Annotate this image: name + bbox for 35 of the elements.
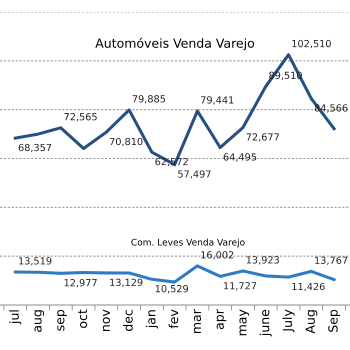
x-tick-label: jan — [146, 310, 158, 328]
x-tick-label: Aug — [306, 310, 318, 334]
data-label: 13,923 — [246, 256, 279, 265]
x-tick-label: Sep — [328, 310, 340, 332]
x-tick-label: fev — [168, 310, 178, 328]
data-label: 102,510 — [292, 40, 331, 48]
data-label: 72,677 — [246, 133, 279, 142]
x-tick-label: sep — [57, 310, 67, 331]
data-label: 11,727 — [224, 282, 256, 290]
text: Automóveis Venda Varejo — [95, 38, 254, 50]
data-label: 13,519 — [19, 257, 52, 266]
x-tick-label: may — [239, 310, 250, 336]
x-tick-label: mar — [194, 309, 202, 334]
x-tick-label: nov — [102, 310, 110, 331]
data-label: 57,497 — [178, 170, 211, 179]
x-tick-label: dec — [123, 310, 133, 331]
x-tick-label: june — [260, 310, 272, 336]
data-label: 13,767 — [315, 256, 348, 265]
x-tick-label: apr — [216, 309, 226, 330]
data-label: 12,977 — [64, 279, 97, 288]
data-label: 72,565 — [64, 113, 97, 122]
x-tick-label: July — [282, 310, 295, 332]
data-label: 64,495 — [224, 153, 256, 162]
data-label: 68,357 — [18, 144, 52, 152]
data-label: 11,426 — [292, 282, 325, 292]
x-tick-label: jul — [9, 310, 22, 324]
annotation: Com. Leves Venda Varejo — [131, 238, 245, 248]
data-label: 16,002 — [201, 251, 234, 260]
data-label: 79,441 — [201, 96, 234, 105]
data-label: 70,810 — [110, 138, 142, 146]
data-label: 10,529 — [156, 285, 188, 294]
x-tick-label: oct — [78, 309, 88, 328]
data-label: 13,129 — [110, 278, 142, 288]
x-tick-label: aug — [34, 310, 44, 332]
data-label: 79,885 — [132, 95, 166, 104]
